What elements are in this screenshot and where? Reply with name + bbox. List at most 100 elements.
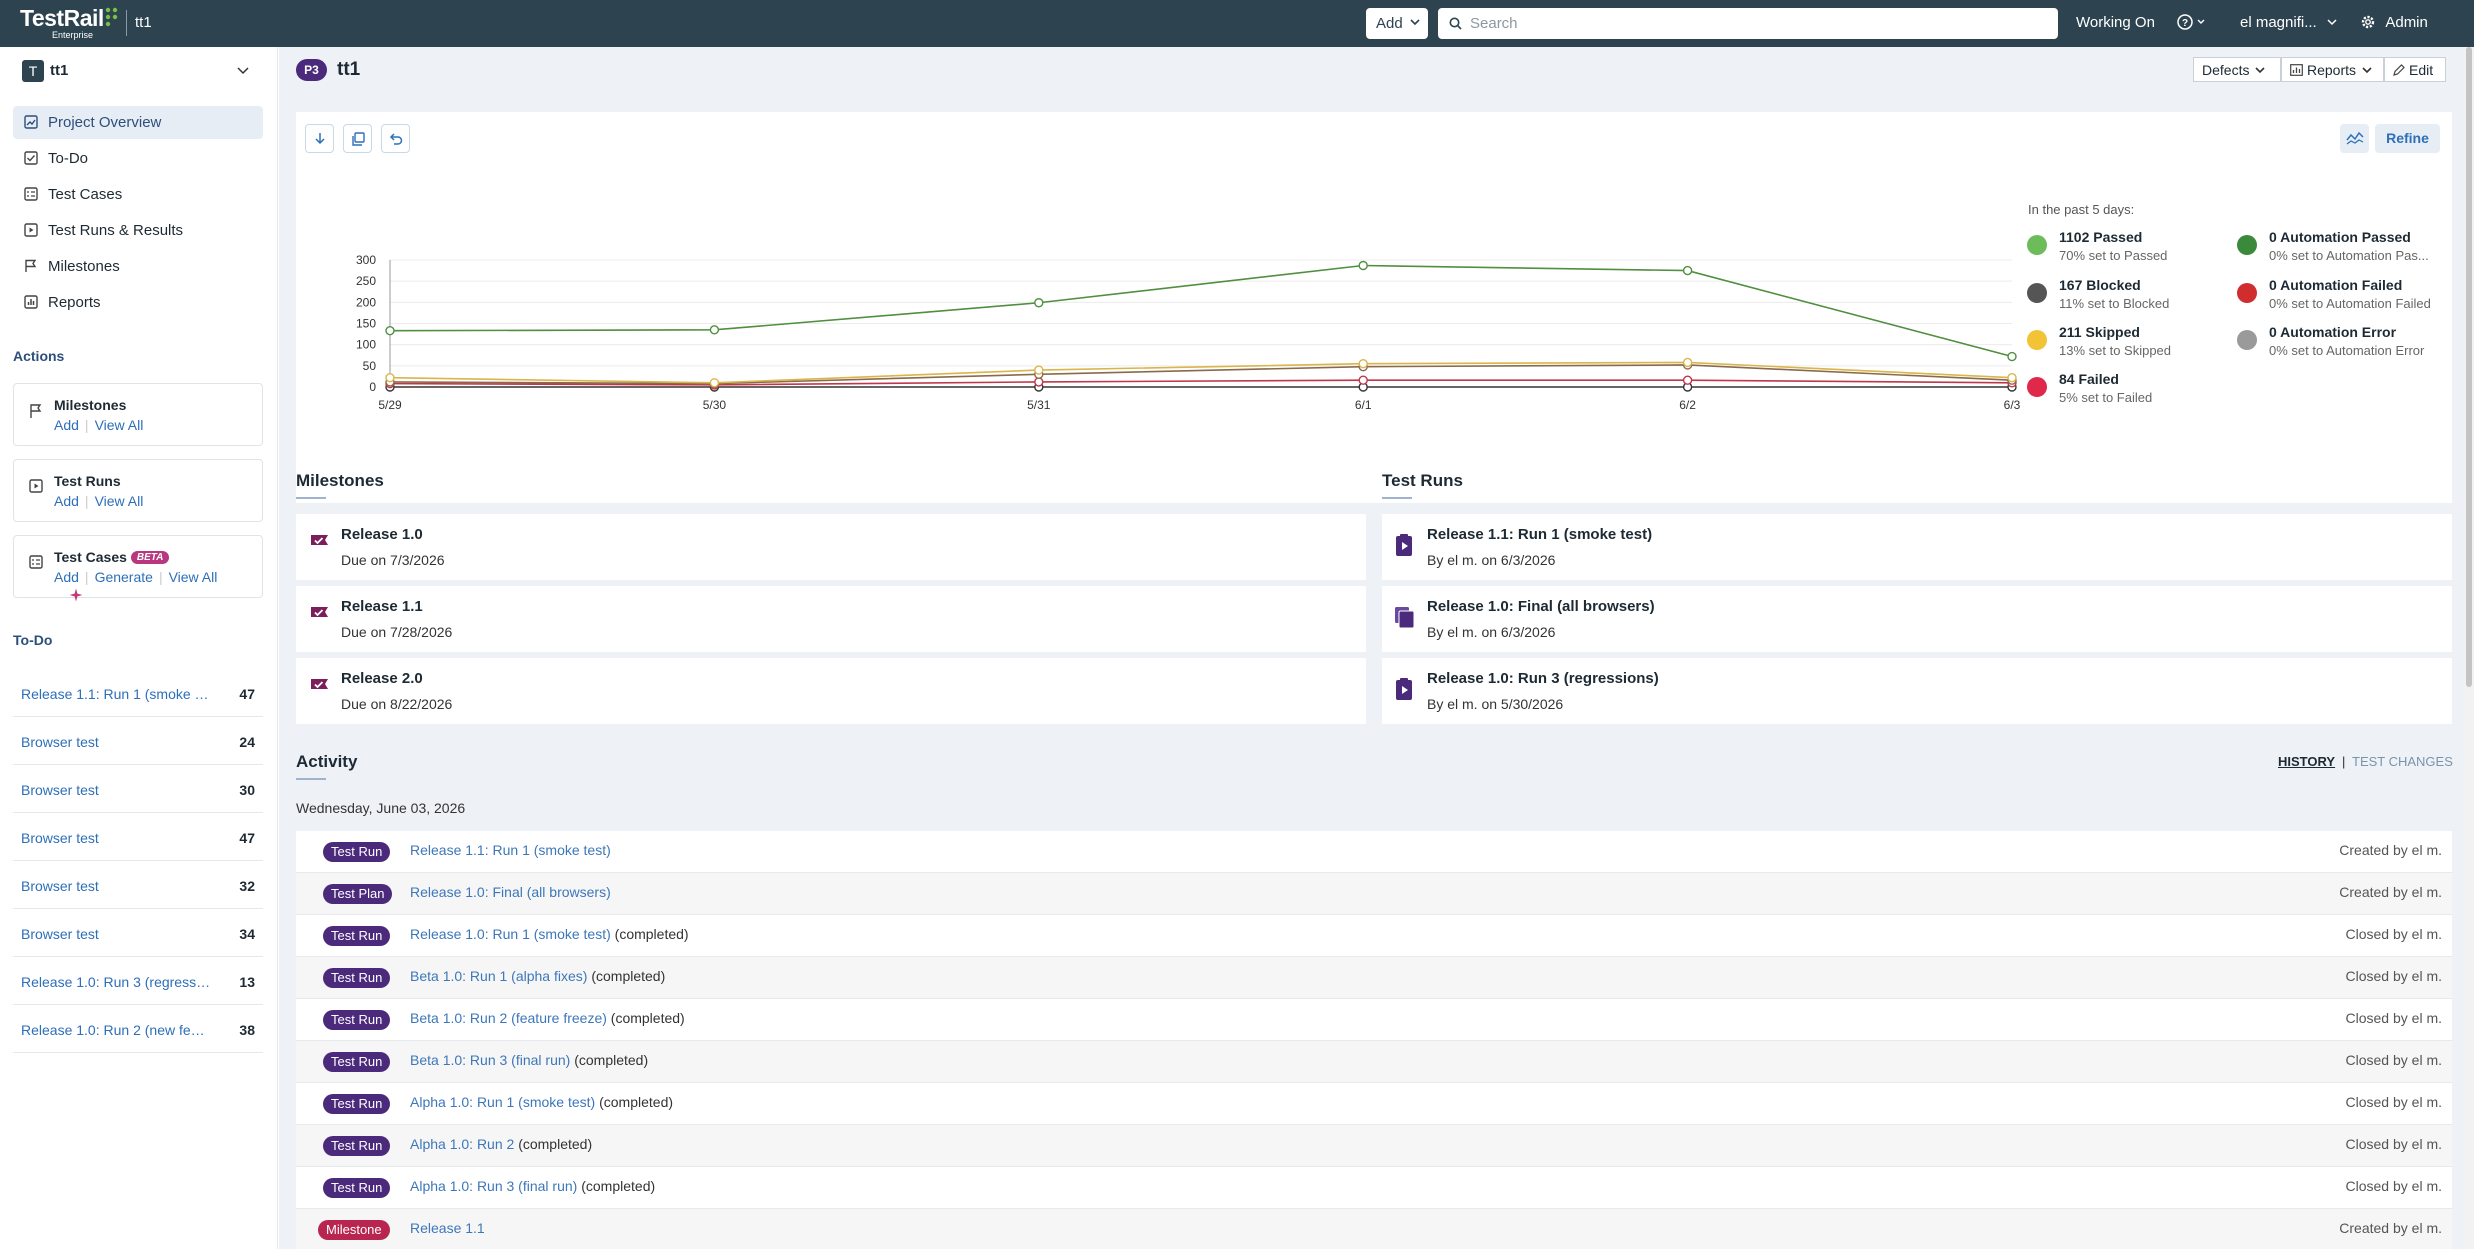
status-dot (2027, 283, 2047, 303)
x-tick-label: 6/3 (2004, 398, 2021, 412)
activity-row: Test Run Release 1.0: Run 1 (smoke test) … (296, 915, 2452, 957)
gear-icon (2361, 15, 2375, 29)
activity-row: Test Run Beta 1.0: Run 2 (feature freeze)… (296, 999, 2452, 1041)
sparkle-icon (69, 588, 83, 602)
activity-link[interactable]: Release 1.1 (410, 1220, 485, 1236)
activity-date: Wednesday, June 03, 2026 (296, 800, 466, 816)
scrollbar-thumb[interactable] (2466, 47, 2472, 687)
download-button[interactable] (305, 124, 334, 153)
user-menu[interactable]: el magnifi... (2240, 14, 2337, 31)
generate-link[interactable]: Generate (69, 569, 153, 602)
search-input[interactable]: Search (1438, 8, 2058, 39)
milestone-card[interactable]: Release 1.0 Due on 7/3/2026 (296, 514, 1366, 580)
test-runs-heading: Test Runs (1382, 471, 1463, 490)
todo-item[interactable]: Browser test 24 (13, 718, 263, 765)
todo-item[interactable]: Browser test 30 (13, 766, 263, 813)
add-button[interactable]: Add (1366, 8, 1428, 39)
todo-item[interactable]: Browser test 34 (13, 910, 263, 957)
view-all-test-cases-link[interactable]: View All (168, 569, 218, 585)
chevron-down-icon[interactable] (237, 65, 249, 75)
tab-test-changes[interactable]: TEST CHANGES (2352, 754, 2453, 769)
y-tick-label: 50 (363, 359, 377, 373)
view-all-milestones-link[interactable]: View All (94, 417, 144, 433)
data-point-passed (2007, 351, 2017, 362)
status-dot (2237, 235, 2257, 255)
view-all-test-runs-link[interactable]: View All (94, 493, 144, 509)
activity-link[interactable]: Alpha 1.0: Run 2 (410, 1136, 515, 1152)
data-point-failed (1358, 375, 1368, 385)
test-plan-card[interactable]: Release 1.0: Final (all browsers) By el m… (1382, 586, 2452, 652)
results-line-chart: 0 50 100 150 200 250 300 5/29 5/30 5/31 6/1 6/2 6/3 (356, 253, 2021, 412)
activity-link[interactable]: Alpha 1.0: Run 3 (final run) (410, 1178, 578, 1194)
chevron-down-icon (2255, 67, 2266, 74)
nav-test-cases[interactable]: Test Cases (13, 178, 263, 211)
testrail-logo[interactable]: TestRail Enterprise (20, 5, 104, 40)
status-dot (2027, 377, 2047, 397)
nav-project-overview[interactable]: Project Overview (13, 106, 263, 139)
todo-item[interactable]: Release 1.0: Run 2 (new features)38 (13, 1006, 263, 1053)
activity-row: Test Run Alpha 1.0: Run 1 (smoke test) (c… (296, 1083, 2452, 1125)
data-point-passed (709, 325, 720, 335)
nav-todo[interactable]: To-Do (13, 142, 263, 175)
topbar-project-name[interactable]: tt1 (135, 14, 152, 31)
test-run-icon (1396, 534, 1412, 556)
activity-link[interactable]: Beta 1.0: Run 1 (alpha fixes) (410, 968, 588, 984)
status-dot (2027, 330, 2047, 350)
add-test-case-link[interactable]: Add (54, 569, 79, 585)
milestone-card[interactable]: Release 2.0 Due on 8/22/2026 (296, 658, 1366, 724)
tab-history[interactable]: HISTORY (2278, 754, 2336, 769)
data-point-failed (1682, 375, 1693, 385)
copy-button[interactable] (343, 124, 372, 153)
chart-type-button[interactable] (2340, 124, 2369, 153)
test-run-card[interactable]: Release 1.1: Run 1 (smoke test) By el m. … (1382, 514, 2452, 580)
top-bar: TestRail Enterprise tt1 Add Search Worki… (0, 0, 2474, 47)
working-on-button[interactable]: Working On (2076, 14, 2155, 31)
add-milestone-link[interactable]: Add (54, 417, 79, 433)
nav-milestones[interactable]: Milestones (13, 250, 263, 283)
scrollbar[interactable] (2464, 47, 2474, 1249)
todo-item[interactable]: Browser test 47 (13, 814, 263, 861)
reports-dropdown[interactable]: Reports (2281, 57, 2384, 82)
edit-button[interactable]: Edit (2384, 57, 2446, 82)
status-dot (2237, 283, 2257, 303)
data-point-passed (1034, 298, 1044, 308)
milestone-card[interactable]: Release 1.1 Due on 7/28/2026 (296, 586, 1366, 652)
data-point-passed (1358, 260, 1368, 271)
x-tick-label: 6/2 (1679, 398, 1696, 412)
legend-item-automation-error: 0 Automation Error 0% set to Automation E… (2237, 324, 2474, 369)
activity-link[interactable]: Release 1.1: Run 1 (smoke test) (410, 842, 611, 858)
undo-button[interactable] (381, 124, 410, 153)
test-run-card[interactable]: Release 1.0: Run 3 (regressions) By el m.… (1382, 658, 2452, 724)
data-point-passed (1682, 265, 1693, 276)
page-title: tt1 (337, 59, 361, 80)
add-test-run-link[interactable]: Add (54, 493, 79, 509)
admin-button[interactable]: Admin (2360, 14, 2428, 31)
activity-heading: Activity (296, 752, 358, 771)
data-point-skipped (1358, 359, 1368, 369)
tab-separator: | (2342, 754, 2346, 769)
test-plan-icon (1395, 607, 1415, 629)
activity-link[interactable]: Beta 1.0: Run 3 (final run) (410, 1052, 571, 1068)
todo-item[interactable]: Browser test 32 (13, 862, 263, 909)
defects-dropdown[interactable]: Defects (2193, 57, 2281, 82)
activity-link[interactable]: Release 1.0: Run 1 (smoke test) (410, 926, 611, 942)
help-button[interactable]: ? (2176, 13, 2206, 35)
data-point-skipped (2007, 372, 2017, 383)
refine-button[interactable]: Refine (2375, 124, 2440, 153)
y-tick-label: 200 (356, 295, 376, 309)
activity-link[interactable]: Alpha 1.0: Run 1 (smoke test) (410, 1094, 596, 1110)
nav-test-runs[interactable]: Test Runs & Results (13, 214, 263, 247)
test-cases-icon (29, 555, 43, 569)
legend-item-passed: 1102 Passed 70% set to Passed (2027, 229, 2357, 274)
todo-item[interactable]: Release 1.0: Run 3 (regressions) 13 (13, 958, 263, 1005)
activity-link[interactable]: Release 1.0: Final (all browsers) (410, 884, 611, 900)
x-tick-label: 5/29 (378, 398, 402, 412)
chart-panel: Refine 0 50 100 150 200 250 300 5/29 5/30 5/31 6/1… (296, 112, 2452, 503)
y-tick-label: 0 (369, 380, 376, 394)
series-line-failed (389, 379, 2013, 386)
nav-reports[interactable]: Reports (13, 286, 263, 319)
todo-item[interactable]: Release 1.1: Run 1 (smoke test) 47 (13, 670, 263, 717)
activity-link[interactable]: Beta 1.0: Run 2 (feature freeze) (410, 1010, 607, 1026)
